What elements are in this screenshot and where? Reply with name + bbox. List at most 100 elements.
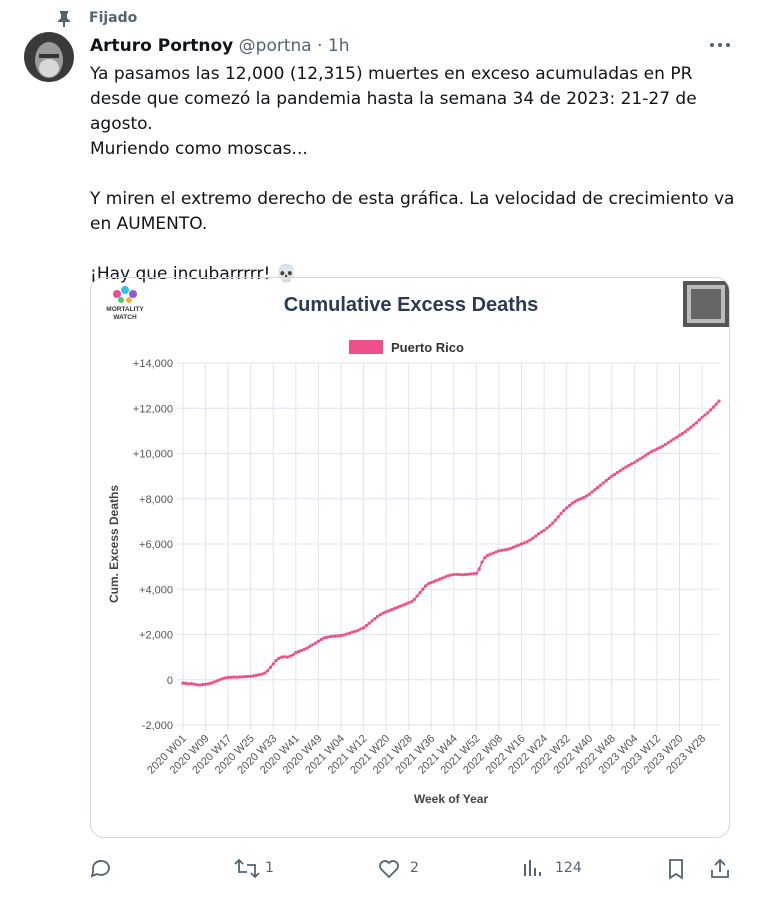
data-point — [553, 518, 557, 522]
data-point — [505, 547, 510, 552]
data-point — [644, 453, 648, 457]
data-point — [370, 619, 374, 623]
data-point — [452, 572, 456, 577]
series-line — [182, 400, 720, 686]
y-tick-label: +2,000 — [139, 630, 173, 642]
share-button[interactable] — [711, 858, 729, 878]
timestamp[interactable]: · 1h — [317, 36, 350, 56]
data-point — [274, 658, 278, 663]
data-point — [522, 541, 526, 545]
data-point — [658, 446, 662, 450]
data-point — [646, 451, 651, 456]
data-point — [556, 515, 560, 519]
retweet-count: 1 — [265, 860, 274, 876]
avatar[interactable] — [24, 32, 74, 82]
data-point — [328, 635, 332, 639]
data-point — [587, 492, 591, 496]
data-point — [356, 628, 360, 633]
data-point — [407, 601, 411, 605]
data-point — [378, 612, 383, 617]
data-point — [703, 413, 707, 417]
data-point — [615, 470, 620, 475]
media-card[interactable]: MORTALITY WATCH Cumulative Excess Deaths… — [90, 277, 730, 838]
data-point — [257, 673, 261, 677]
data-point — [392, 606, 397, 611]
handle[interactable]: @portna — [238, 36, 312, 56]
pin-icon — [58, 11, 70, 27]
author-name[interactable]: Arturo Portnoy — [90, 36, 234, 56]
data-point — [297, 649, 301, 654]
data-point — [367, 621, 371, 625]
data-point — [347, 631, 352, 635]
data-point — [350, 630, 354, 634]
reply-button[interactable] — [90, 860, 110, 878]
y-tick-label: +4,000 — [139, 584, 173, 596]
data-point — [440, 576, 445, 580]
data-point — [376, 614, 380, 618]
data-point — [424, 584, 428, 588]
data-point — [184, 681, 188, 685]
data-point — [215, 679, 219, 683]
data-point — [345, 632, 349, 636]
data-point — [333, 634, 337, 638]
more-button[interactable] — [708, 40, 732, 50]
y-axis-title: Cum. Excess Deaths — [107, 485, 121, 603]
data-point — [517, 543, 521, 547]
data-point — [438, 577, 442, 581]
data-point — [384, 610, 388, 614]
data-point — [432, 579, 436, 583]
y-tick-label: +10,000 — [133, 449, 173, 461]
data-point — [212, 680, 216, 684]
data-point — [305, 646, 309, 650]
data-point — [686, 427, 690, 432]
data-point — [581, 496, 586, 500]
data-point — [669, 439, 673, 443]
view-count: 124 — [555, 860, 582, 876]
data-point — [483, 555, 487, 560]
bookmark-button[interactable] — [669, 859, 683, 880]
data-point — [390, 608, 394, 612]
data-point — [598, 483, 603, 487]
legend-label: Puerto Rico — [391, 340, 464, 355]
data-point — [471, 572, 476, 576]
data-point — [542, 528, 546, 533]
y-tick-label: 0 — [167, 675, 173, 687]
data-point — [694, 421, 699, 425]
data-point — [240, 675, 244, 679]
data-point — [545, 526, 549, 530]
data-point — [503, 548, 507, 552]
data-point — [201, 682, 205, 687]
data-point — [398, 604, 402, 608]
data-point — [237, 675, 242, 679]
data-point — [251, 674, 256, 678]
data-point — [249, 674, 253, 678]
data-point — [474, 571, 478, 576]
data-point — [641, 455, 645, 459]
data-point — [254, 673, 258, 677]
pinned-label: Fijado — [89, 10, 138, 26]
retweet-button[interactable] — [234, 858, 260, 879]
data-point — [706, 411, 710, 415]
y-tick-label: +12,000 — [133, 403, 173, 415]
data-point — [567, 503, 572, 508]
views-button[interactable] — [524, 860, 541, 876]
data-point — [618, 469, 622, 473]
data-point — [282, 655, 287, 659]
data-point — [203, 682, 208, 686]
data-point — [280, 655, 284, 659]
data-point — [466, 572, 470, 576]
data-point — [559, 511, 563, 516]
data-point — [539, 530, 543, 534]
legend-swatch — [349, 340, 383, 354]
data-point — [353, 629, 357, 633]
data-point — [649, 450, 653, 454]
like-button[interactable] — [379, 860, 399, 879]
y-tick-label: -2,000 — [142, 720, 173, 732]
data-point — [246, 674, 250, 678]
data-point — [590, 490, 594, 494]
data-point — [291, 653, 295, 657]
data-point — [361, 626, 366, 630]
data-point — [584, 494, 589, 498]
data-point — [359, 627, 363, 631]
data-point — [266, 669, 270, 673]
